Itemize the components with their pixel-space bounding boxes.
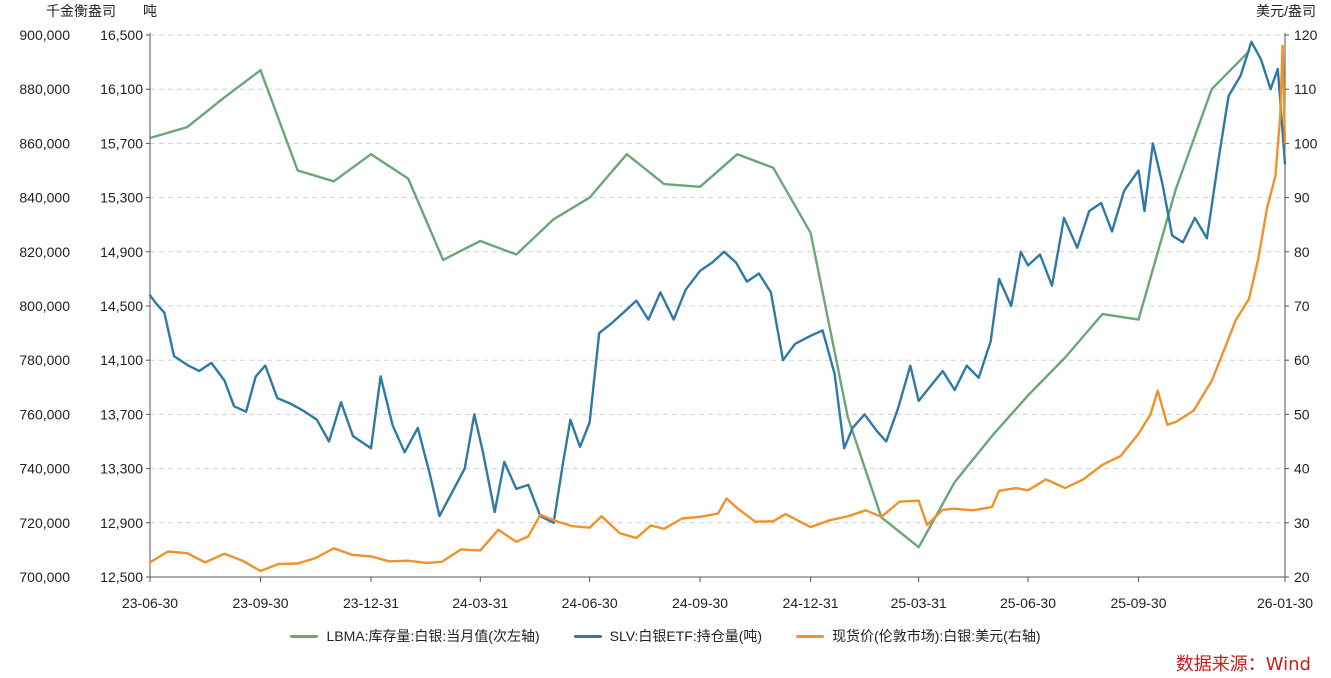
series-layer (148, 40, 1287, 573)
series-spot-price-line (148, 44, 1287, 573)
y-right-tick-label: 20 (1294, 569, 1310, 585)
x-tick-label: 23-09-30 (232, 595, 288, 611)
y-right-tick-label: 80 (1294, 244, 1310, 260)
x-tick-label: 24-12-31 (783, 595, 839, 611)
y-left-outer-tick-label: 740,000 (19, 461, 70, 477)
y-right-tick-label: 40 (1294, 461, 1310, 477)
y-left-inner-tick-label: 15,300 (100, 190, 143, 206)
y-left-outer-tick-label: 800,000 (19, 298, 70, 314)
y-right-tick-label: 60 (1294, 352, 1310, 368)
legend-swatch-spot-price (796, 634, 825, 638)
x-tick-label: 25-03-31 (891, 595, 947, 611)
y-right-tick-label: 30 (1294, 515, 1310, 531)
y-left-inner-tick-label: 13,700 (100, 406, 143, 422)
series-slv-line (148, 40, 1287, 524)
legend-item-spot-price[interactable]: 现货价(伦敦市场):白银:美元(右轴) (796, 624, 1041, 648)
legend: LBMA:库存量:白银:当月值(次左轴) SLV:白银ETF:持仓量(吨) 现货… (0, 624, 1331, 648)
y-right-tick-label: 70 (1294, 298, 1310, 314)
y-left-inner-tick-label: 12,900 (100, 515, 143, 531)
x-tick-label: 26-01-30 (1257, 595, 1313, 611)
y-right-tick-label: 50 (1294, 406, 1310, 422)
legend-label-spot-price: 现货价(伦敦市场):白银:美元(右轴) (832, 628, 1041, 644)
y-left-inner-tick-label: 16,500 (100, 27, 143, 43)
x-tick-label: 23-12-31 (343, 595, 399, 611)
legend-swatch-lbma (290, 634, 319, 638)
y-left-outer-tick-label: 860,000 (19, 135, 70, 151)
y-left-outer-tick-label: 900,000 (19, 27, 70, 43)
left-outer-unit-label: 千金衡盎司 (46, 3, 116, 19)
y-left-outer-tick-label: 880,000 (19, 81, 70, 97)
y-left-inner-tick-label: 12,500 (100, 569, 143, 585)
x-tick-label: 25-09-30 (1110, 595, 1166, 611)
y-right-tick-label: 120 (1294, 27, 1318, 43)
legend-label-slv: SLV:白银ETF:持仓量(吨) (609, 628, 763, 644)
y-left-outer-tick-label: 820,000 (19, 244, 70, 260)
y-left-inner-tick-label: 14,100 (100, 352, 143, 368)
legend-swatch-slv (573, 634, 602, 638)
legend-label-lbma: LBMA:库存量:白银:当月值(次左轴) (326, 628, 540, 644)
y-left-outer-tick-label: 760,000 (19, 406, 70, 422)
axes (149, 33, 1286, 578)
y-left-inner-tick-label: 13,300 (100, 461, 143, 477)
right-unit-label: 美元/盎司 (1256, 3, 1316, 19)
x-tick-label: 23-06-30 (122, 595, 178, 611)
y-right-tick-label: 90 (1294, 190, 1310, 206)
x-tick-label: 25-06-30 (1000, 595, 1056, 611)
y-left-inner-tick-label: 15,700 (100, 135, 143, 151)
x-tick-label: 24-09-30 (672, 595, 728, 611)
y-left-inner-tick-label: 14,500 (100, 298, 143, 314)
y-left-outer-tick-label: 840,000 (19, 190, 70, 206)
y-left-outer-tick-label: 700,000 (19, 569, 70, 585)
y-right-tick-label: 100 (1294, 135, 1318, 151)
series-lbma-line (148, 50, 1251, 549)
y-right-tick-label: 110 (1294, 81, 1317, 97)
y-left-inner-tick-label: 16,100 (100, 81, 143, 97)
x-tick-label: 24-06-30 (562, 595, 618, 611)
y-left-inner-tick-label: 14,900 (100, 244, 143, 260)
y-left-outer-tick-label: 720,000 (19, 515, 70, 531)
tick-labels: 700,000 720,000 740,000 760,000 780,000 800,0… (19, 27, 1317, 611)
gridlines (150, 34, 1285, 524)
y-left-outer-tick-label: 780,000 (19, 352, 70, 368)
legend-item-slv[interactable]: SLV:白银ETF:持仓量(吨) (573, 624, 763, 648)
source-note: 数据来源：Wind (1175, 654, 1311, 675)
x-tick-label: 24-03-31 (452, 595, 508, 611)
legend-item-lbma[interactable]: LBMA:库存量:白银:当月值(次左轴) (290, 624, 540, 648)
left-inner-unit-label: 吨 (143, 3, 157, 19)
